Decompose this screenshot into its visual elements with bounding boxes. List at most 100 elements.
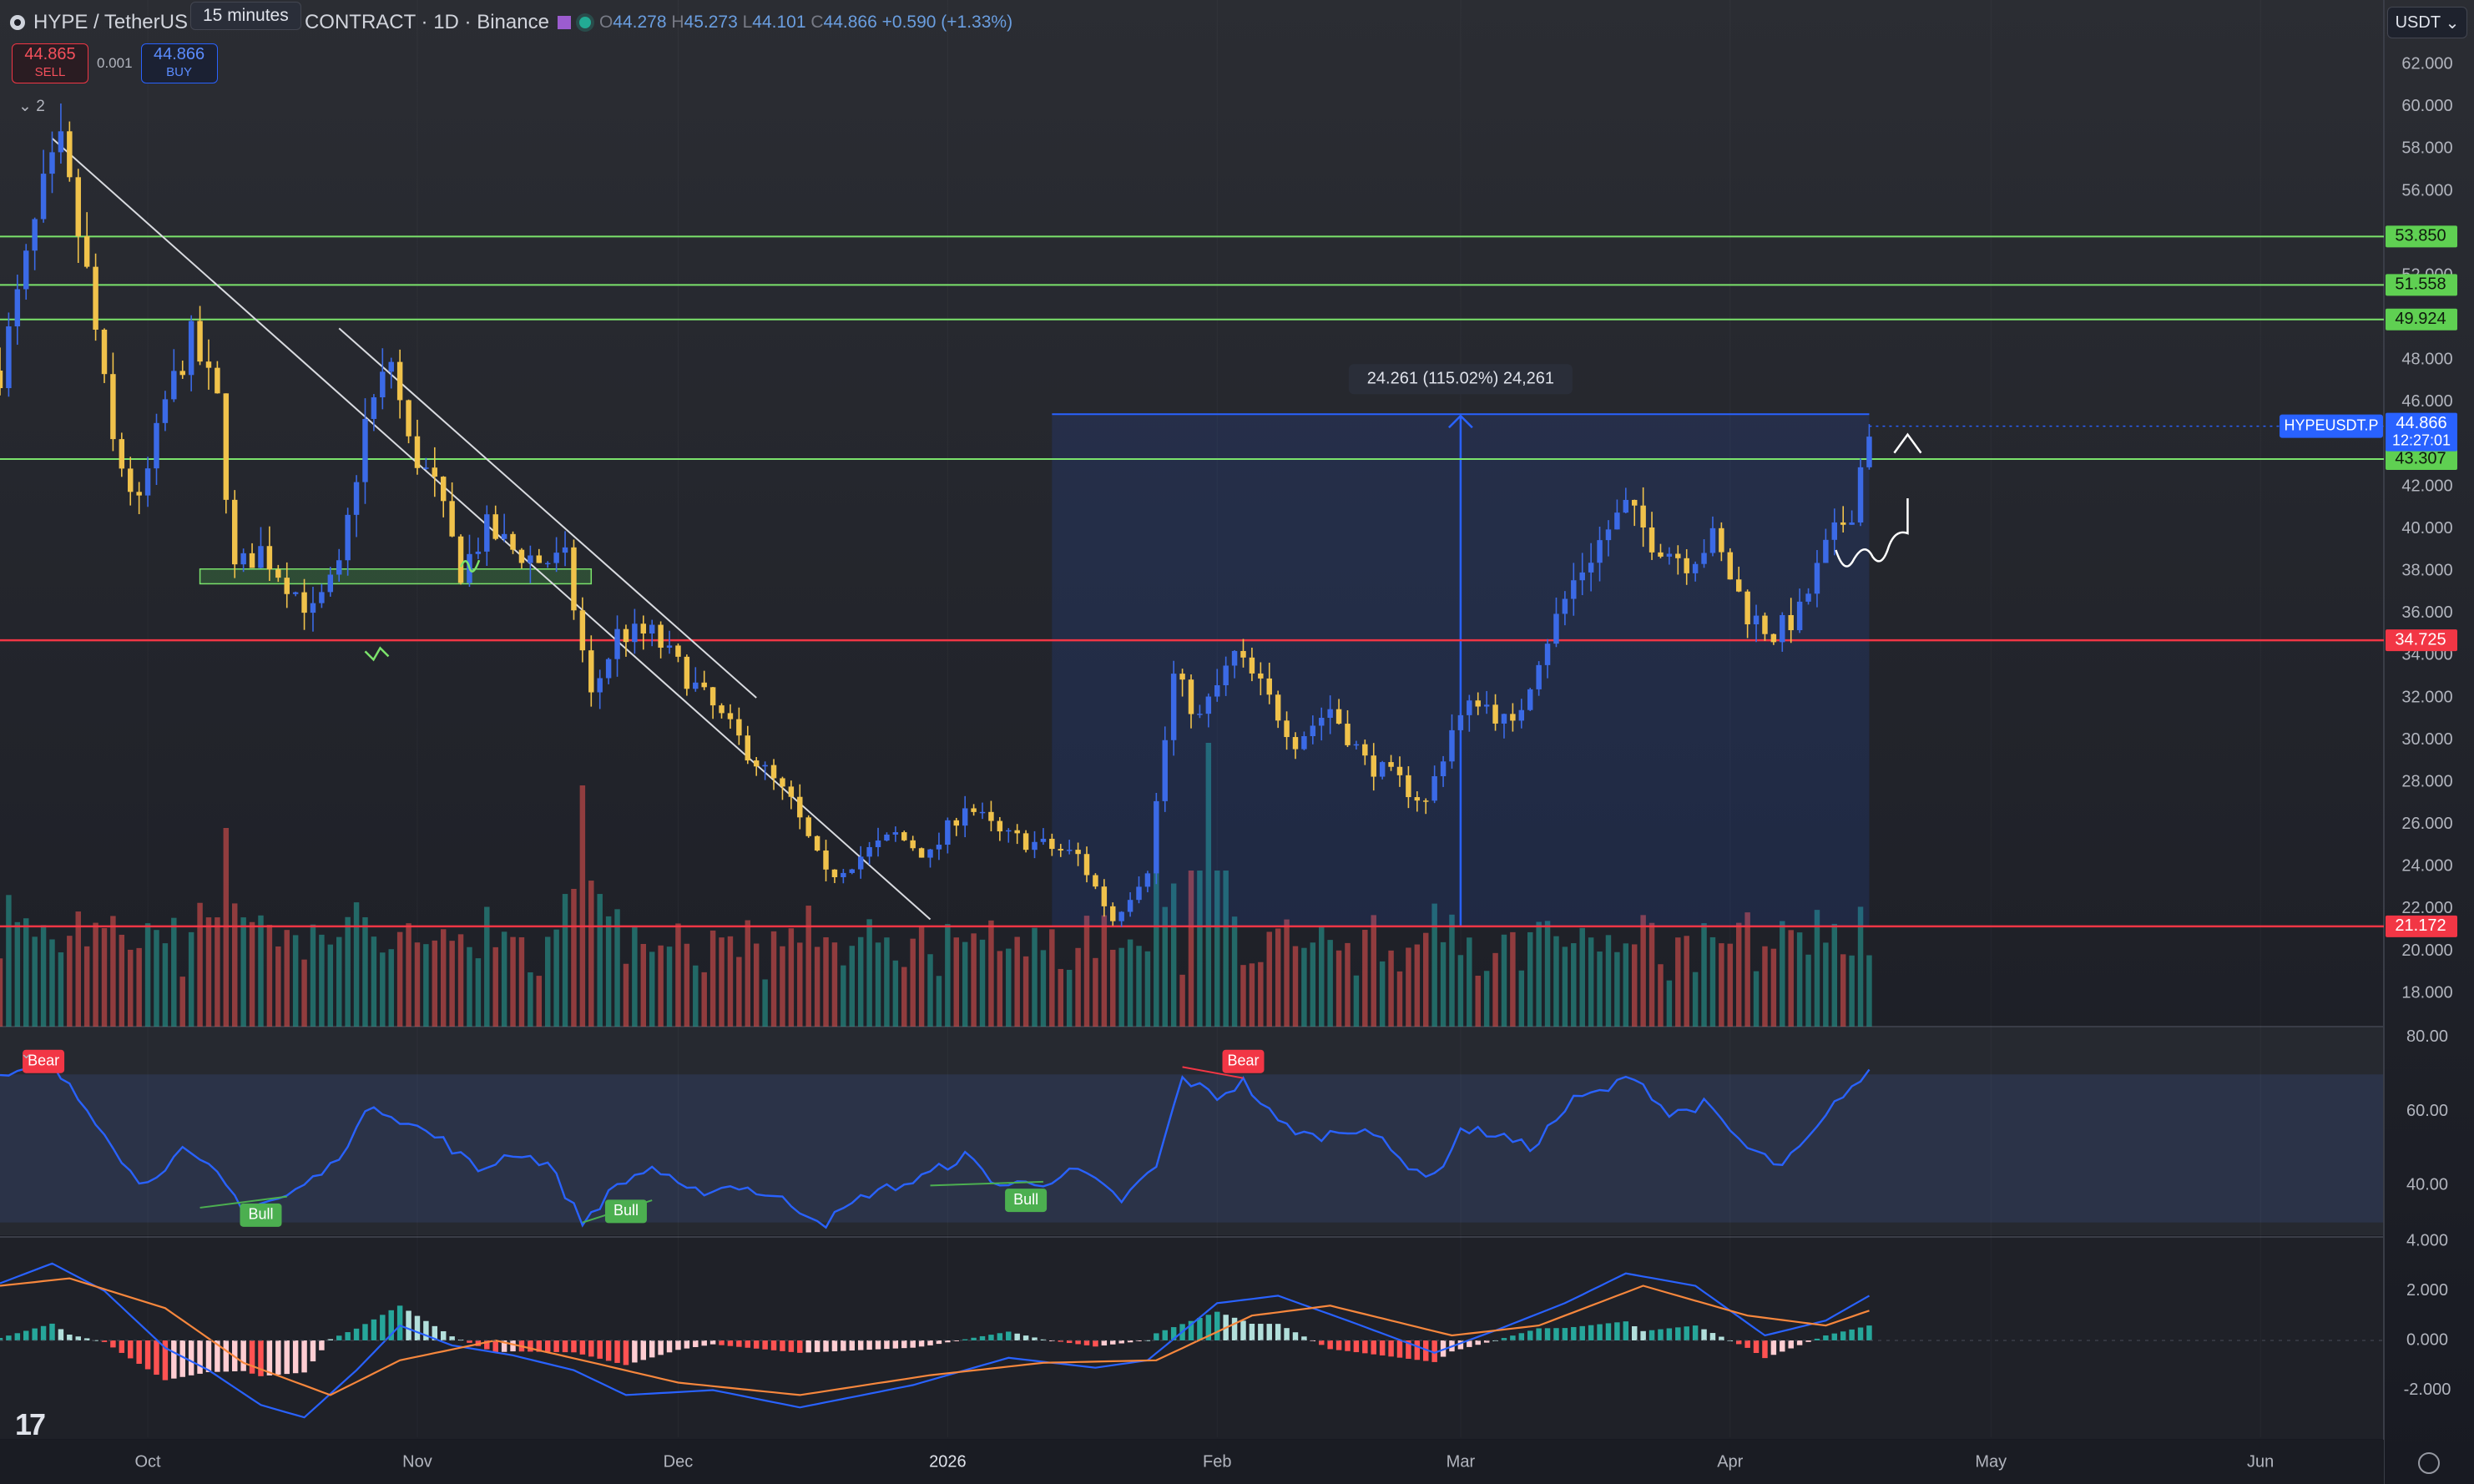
- candle[interactable]: [1605, 529, 1612, 541]
- candle[interactable]: [1631, 499, 1638, 506]
- candle[interactable]: [1770, 633, 1777, 643]
- candle[interactable]: [528, 555, 533, 563]
- candle[interactable]: [814, 835, 820, 851]
- candle[interactable]: [258, 546, 264, 568]
- candle[interactable]: [1588, 563, 1594, 573]
- candle[interactable]: [475, 551, 482, 554]
- candle[interactable]: [154, 422, 159, 469]
- candle[interactable]: [380, 371, 386, 398]
- candle[interactable]: [1214, 685, 1220, 697]
- candle[interactable]: [449, 501, 455, 537]
- candle[interactable]: [1753, 615, 1760, 625]
- candle[interactable]: [518, 549, 525, 563]
- candle[interactable]: [849, 869, 856, 873]
- candle[interactable]: [1049, 838, 1055, 850]
- candle[interactable]: [1675, 553, 1681, 558]
- candle[interactable]: [1006, 830, 1012, 832]
- candle[interactable]: [136, 492, 142, 496]
- candle[interactable]: [1388, 762, 1394, 767]
- candle[interactable]: [0, 371, 3, 389]
- candle[interactable]: [1162, 739, 1168, 801]
- candle[interactable]: [353, 482, 360, 515]
- candle[interactable]: [492, 514, 498, 539]
- candle[interactable]: [83, 236, 90, 267]
- candle[interactable]: [797, 796, 803, 818]
- candle[interactable]: [301, 592, 307, 613]
- candle[interactable]: [1562, 598, 1568, 614]
- candle[interactable]: [1101, 886, 1108, 906]
- candle[interactable]: [1527, 689, 1533, 710]
- candle[interactable]: [1648, 527, 1655, 553]
- candle[interactable]: [406, 400, 411, 437]
- candle[interactable]: [1319, 718, 1325, 726]
- candle[interactable]: [1666, 553, 1673, 557]
- candle[interactable]: [1796, 601, 1803, 631]
- candle[interactable]: [1840, 522, 1846, 525]
- candle[interactable]: [1075, 850, 1081, 855]
- candle[interactable]: [414, 436, 421, 468]
- candle[interactable]: [1093, 875, 1098, 887]
- candle[interactable]: [23, 250, 29, 290]
- candle[interactable]: [510, 533, 516, 550]
- candle[interactable]: [1335, 709, 1342, 724]
- candle[interactable]: [1727, 552, 1734, 580]
- candle[interactable]: [1492, 704, 1498, 724]
- symbol-title[interactable]: HYPE / TetherUS: [33, 11, 188, 33]
- candle[interactable]: [1266, 678, 1272, 695]
- candle[interactable]: [753, 760, 760, 767]
- candle[interactable]: [310, 603, 316, 613]
- candle[interactable]: [1857, 467, 1864, 523]
- candle[interactable]: [866, 846, 872, 857]
- candle[interactable]: [1396, 766, 1403, 775]
- candle[interactable]: [240, 553, 246, 565]
- candle[interactable]: [188, 321, 194, 376]
- candle[interactable]: [1536, 664, 1542, 689]
- candle[interactable]: [536, 555, 543, 563]
- candle[interactable]: [1275, 694, 1281, 721]
- rsi-line[interactable]: [0, 1062, 1871, 1229]
- candle[interactable]: [666, 645, 673, 648]
- candle[interactable]: [32, 219, 38, 251]
- candle[interactable]: [336, 560, 342, 575]
- candle[interactable]: [362, 418, 368, 482]
- candle[interactable]: [327, 574, 334, 593]
- candle[interactable]: [675, 645, 681, 657]
- indicator-collapse-toggle[interactable]: ⌄ 2: [18, 98, 45, 115]
- candle[interactable]: [1814, 563, 1820, 594]
- candle[interactable]: [67, 131, 73, 178]
- candle[interactable]: [658, 624, 664, 648]
- candle[interactable]: [232, 499, 238, 565]
- candle[interactable]: [223, 393, 230, 500]
- candle[interactable]: [979, 811, 986, 814]
- candle[interactable]: [345, 514, 351, 561]
- candle[interactable]: [1170, 674, 1177, 740]
- candle[interactable]: [1423, 800, 1429, 802]
- candle[interactable]: [884, 834, 890, 841]
- buy-button[interactable]: 44.866 BUY: [140, 43, 218, 83]
- candle[interactable]: [1058, 849, 1063, 851]
- candle[interactable]: [440, 477, 447, 502]
- candle[interactable]: [1640, 505, 1646, 527]
- candle[interactable]: [831, 869, 838, 877]
- candle[interactable]: [953, 820, 959, 826]
- candle[interactable]: [971, 808, 977, 812]
- candle[interactable]: [927, 849, 933, 858]
- candle[interactable]: [1197, 714, 1203, 715]
- flag-icon[interactable]: [557, 16, 571, 29]
- candle[interactable]: [284, 578, 290, 594]
- candle[interactable]: [709, 687, 716, 706]
- candle[interactable]: [693, 682, 699, 689]
- candle[interactable]: [1823, 539, 1829, 563]
- candle[interactable]: [719, 705, 725, 714]
- candle[interactable]: [1371, 755, 1376, 777]
- candle[interactable]: [1623, 499, 1629, 513]
- candle[interactable]: [1353, 744, 1360, 746]
- sell-button[interactable]: 44.865 SELL: [12, 43, 88, 83]
- candle[interactable]: [892, 832, 899, 835]
- candle[interactable]: [1032, 841, 1038, 851]
- candle[interactable]: [1205, 696, 1212, 714]
- candle[interactable]: [1136, 886, 1142, 901]
- candle[interactable]: [1379, 762, 1386, 777]
- candle[interactable]: [1022, 833, 1029, 851]
- candle[interactable]: [910, 840, 916, 849]
